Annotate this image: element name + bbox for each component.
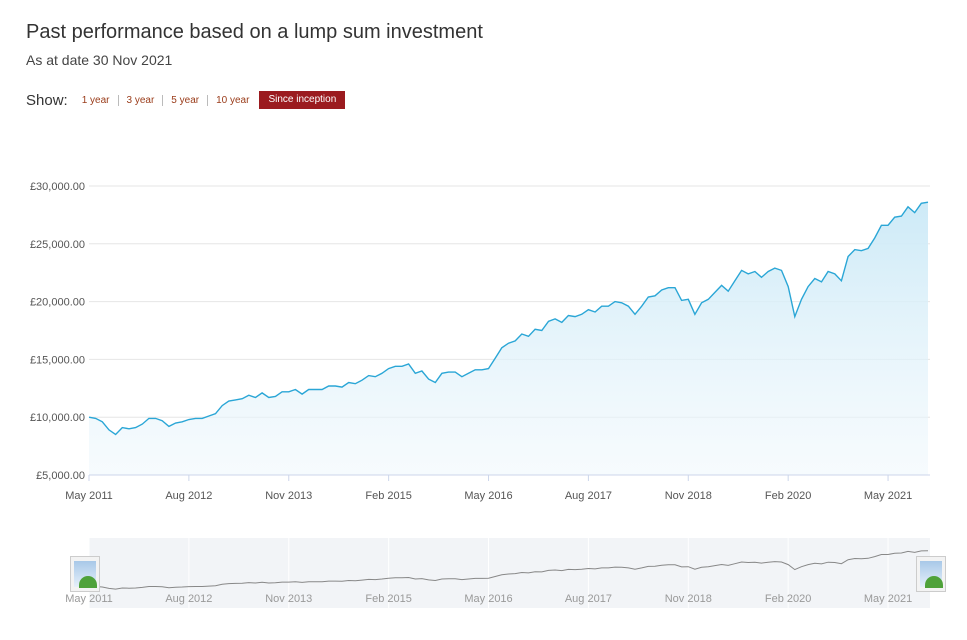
x-tick-label: May 2016 [464,490,512,502]
y-tick-label: £15,000.00 [30,354,85,366]
period-5-year-link[interactable]: 5 year [162,94,207,106]
page-title: Past performance based on a lump sum inv… [26,21,483,44]
navigator-background[interactable] [89,538,930,608]
period-10-year-link[interactable]: 10 year [207,94,257,106]
navigator-x-label: May 2016 [464,593,512,605]
x-tick-label: Aug 2017 [565,490,612,502]
navigator-left-handle[interactable] [70,556,100,592]
navigator-x-axis: May 2011 Aug 2012 Nov 2013 Feb 2015 May 2016… [65,593,912,605]
navigator-right-handle[interactable] [916,556,946,592]
navigator-x-label: Feb 2015 [365,593,411,605]
show-label: Show: [26,91,68,109]
navigator-x-label: May 2011 [65,593,113,605]
period-3-year-link[interactable]: 3 year [117,94,163,106]
navigator-gridlines [88,538,889,608]
y-tick-label: £30,000.00 [30,181,85,193]
chart-gridlines [89,185,930,476]
navigator-x-label: Aug 2012 [165,593,212,605]
as-at-date: As at date 30 Nov 2021 [26,52,173,68]
x-tick-label: Feb 2020 [765,490,811,502]
x-axis: May 2011 Aug 2012 Nov 2013 Feb 2015 May 2016… [65,475,912,502]
y-tick-label: £10,000.00 [30,412,85,424]
y-tick-label: £25,000.00 [30,239,85,251]
performance-area [89,202,928,475]
x-tick-label: Feb 2015 [365,490,411,502]
y-axis: £5,000.00 £10,000.00 £15,000.00 £20,000.00 £… [30,181,85,482]
x-tick-label: May 2021 [864,490,912,502]
x-tick-label: Nov 2018 [665,490,712,502]
navigator-x-label: Nov 2013 [265,593,312,605]
x-tick-label: Nov 2013 [265,490,312,502]
navigator-x-label: May 2021 [864,593,912,605]
y-tick-label: £20,000.00 [30,297,85,309]
y-tick-label: £5,000.00 [36,470,85,482]
x-tick-label: May 2011 [65,490,113,502]
performance-line[interactable] [88,201,929,436]
navigator-x-label: Aug 2017 [565,593,612,605]
navigator-series-line [88,550,929,590]
navigator-x-label: Nov 2018 [665,593,712,605]
period-selector: Show: 1 year 3 year 5 year 10 year Since… [26,91,346,109]
period-since-inception-button[interactable]: Since inception [259,91,346,109]
period-1-year-link[interactable]: 1 year [81,94,110,106]
navigator-x-label: Feb 2020 [765,593,811,605]
x-tick-label: Aug 2012 [165,490,212,502]
